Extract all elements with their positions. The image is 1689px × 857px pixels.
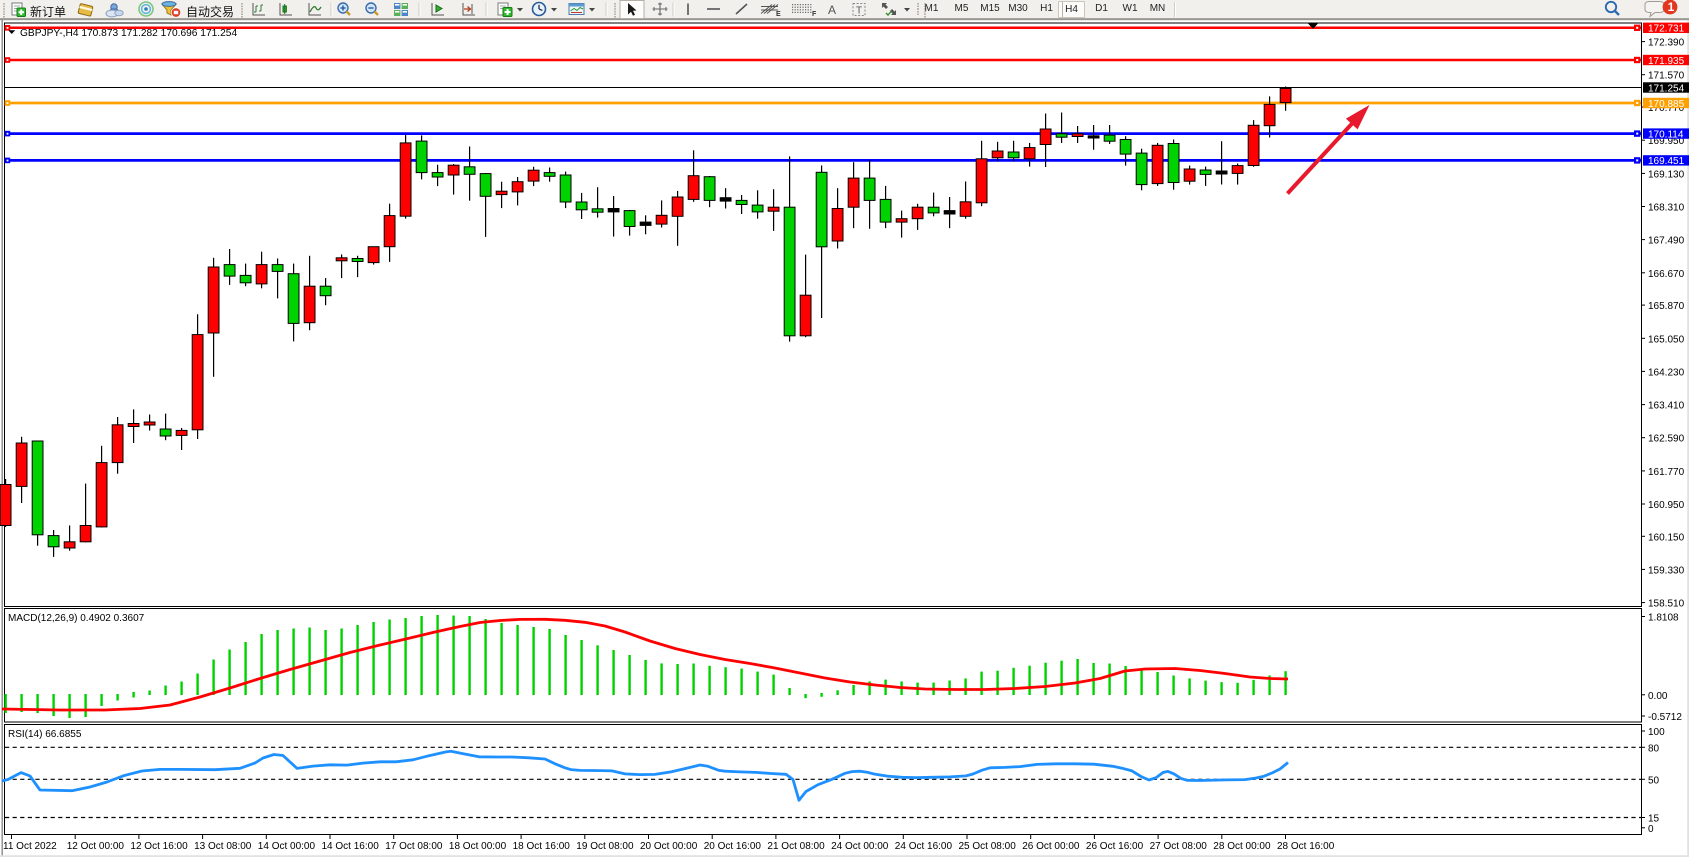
svg-text:18 Oct 16:00: 18 Oct 16:00 bbox=[513, 841, 571, 852]
svg-text:28 Oct 16:00: 28 Oct 16:00 bbox=[1277, 841, 1335, 852]
svg-text:GBPJPY-,H4 170.873 171.282 17: GBPJPY-,H4 170.873 171.282 170.696 171.2… bbox=[20, 28, 237, 39]
svg-text:159.330: 159.330 bbox=[1648, 565, 1685, 576]
svg-text:12 Oct 00:00: 12 Oct 00:00 bbox=[67, 841, 125, 852]
svg-text:163.410: 163.410 bbox=[1648, 401, 1685, 412]
svg-text:164.230: 164.230 bbox=[1648, 367, 1685, 378]
svg-text:RSI(14) 66.6855: RSI(14) 66.6855 bbox=[8, 729, 82, 740]
svg-text:168.310: 168.310 bbox=[1648, 203, 1685, 214]
svg-text:165.870: 165.870 bbox=[1648, 301, 1685, 312]
svg-text:E: E bbox=[776, 11, 781, 18]
svg-text:167.490: 167.490 bbox=[1648, 236, 1685, 247]
svg-text:172.390: 172.390 bbox=[1648, 38, 1685, 49]
svg-text:24 Oct 16:00: 24 Oct 16:00 bbox=[895, 841, 953, 852]
svg-text:172.731: 172.731 bbox=[1648, 24, 1685, 35]
svg-text:28 Oct 00:00: 28 Oct 00:00 bbox=[1213, 841, 1271, 852]
svg-text:20 Oct 00:00: 20 Oct 00:00 bbox=[640, 841, 698, 852]
svg-text:15: 15 bbox=[1648, 814, 1660, 825]
svg-text:171.570: 171.570 bbox=[1648, 71, 1685, 82]
svg-text:14 Oct 16:00: 14 Oct 16:00 bbox=[322, 841, 380, 852]
svg-text:17 Oct 08:00: 17 Oct 08:00 bbox=[385, 841, 443, 852]
svg-text:25 Oct 08:00: 25 Oct 08:00 bbox=[959, 841, 1017, 852]
svg-text:50: 50 bbox=[1648, 775, 1660, 786]
svg-text:169.950: 169.950 bbox=[1648, 136, 1685, 147]
svg-text:170.114: 170.114 bbox=[1648, 129, 1684, 140]
svg-text:171.935: 171.935 bbox=[1648, 56, 1685, 67]
svg-text:F: F bbox=[812, 11, 817, 18]
svg-text:26 Oct 16:00: 26 Oct 16:00 bbox=[1086, 841, 1144, 852]
svg-text:170.770: 170.770 bbox=[1648, 103, 1685, 114]
svg-text:MACD(12,26,9) 0.4902 0.3607: MACD(12,26,9) 0.4902 0.3607 bbox=[8, 613, 145, 624]
svg-text:80: 80 bbox=[1648, 743, 1660, 754]
svg-text:170.885: 170.885 bbox=[1648, 99, 1685, 110]
svg-text:13 Oct 08:00: 13 Oct 08:00 bbox=[194, 841, 252, 852]
svg-text:24 Oct 00:00: 24 Oct 00:00 bbox=[831, 841, 889, 852]
svg-text:158.510: 158.510 bbox=[1648, 599, 1685, 610]
svg-text:1.8108: 1.8108 bbox=[1648, 613, 1679, 624]
svg-text:11 Oct 2022: 11 Oct 2022 bbox=[3, 841, 57, 852]
svg-text:A: A bbox=[828, 3, 836, 17]
svg-text:0.00: 0.00 bbox=[1648, 691, 1668, 702]
svg-text:21 Oct 08:00: 21 Oct 08:00 bbox=[767, 841, 825, 852]
svg-text:100: 100 bbox=[1648, 727, 1665, 738]
svg-text:27 Oct 08:00: 27 Oct 08:00 bbox=[1150, 841, 1208, 852]
svg-text:171.254: 171.254 bbox=[1648, 83, 1685, 94]
svg-text:160.950: 160.950 bbox=[1648, 500, 1685, 511]
svg-text:165.050: 165.050 bbox=[1648, 334, 1685, 345]
svg-text:0: 0 bbox=[1648, 824, 1654, 835]
svg-text:1: 1 bbox=[1668, 0, 1675, 14]
svg-text:-0.5712: -0.5712 bbox=[1648, 712, 1682, 723]
svg-text:12 Oct 16:00: 12 Oct 16:00 bbox=[130, 841, 188, 852]
svg-text:162.590: 162.590 bbox=[1648, 434, 1685, 445]
svg-text:169.130: 169.130 bbox=[1648, 169, 1685, 180]
svg-text:14 Oct 00:00: 14 Oct 00:00 bbox=[258, 841, 316, 852]
svg-text:160.150: 160.150 bbox=[1648, 532, 1685, 543]
svg-text:161.770: 161.770 bbox=[1648, 467, 1685, 478]
svg-text:169.451: 169.451 bbox=[1648, 156, 1685, 167]
svg-text:18 Oct 00:00: 18 Oct 00:00 bbox=[449, 841, 507, 852]
svg-text:26 Oct 00:00: 26 Oct 00:00 bbox=[1022, 841, 1080, 852]
svg-text:T: T bbox=[856, 6, 862, 17]
svg-text:20 Oct 16:00: 20 Oct 16:00 bbox=[704, 841, 762, 852]
svg-text:19 Oct 08:00: 19 Oct 08:00 bbox=[576, 841, 634, 852]
svg-text:166.670: 166.670 bbox=[1648, 269, 1685, 280]
